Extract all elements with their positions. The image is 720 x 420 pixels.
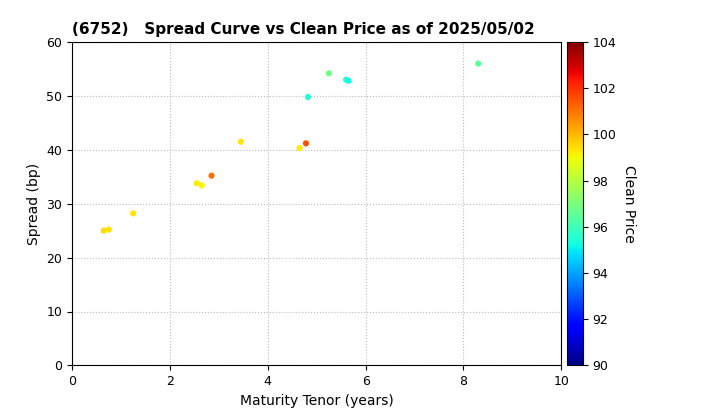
Point bbox=[196, 182, 207, 189]
Point bbox=[235, 138, 246, 145]
Point bbox=[294, 145, 305, 152]
Point bbox=[472, 60, 484, 67]
Point bbox=[302, 94, 314, 100]
Point bbox=[191, 180, 202, 186]
Point bbox=[127, 210, 139, 217]
Y-axis label: Spread (bp): Spread (bp) bbox=[27, 163, 41, 245]
Text: (6752)   Spread Curve vs Clean Price as of 2025/05/02: (6752) Spread Curve vs Clean Price as of… bbox=[72, 22, 535, 37]
Point bbox=[323, 70, 335, 76]
X-axis label: Maturity Tenor (years): Maturity Tenor (years) bbox=[240, 394, 394, 408]
Point bbox=[343, 77, 354, 84]
Y-axis label: Clean Price: Clean Price bbox=[622, 165, 636, 243]
Point bbox=[206, 172, 217, 179]
Point bbox=[98, 227, 109, 234]
Point bbox=[103, 226, 114, 233]
Point bbox=[300, 140, 312, 147]
Point bbox=[341, 76, 352, 83]
